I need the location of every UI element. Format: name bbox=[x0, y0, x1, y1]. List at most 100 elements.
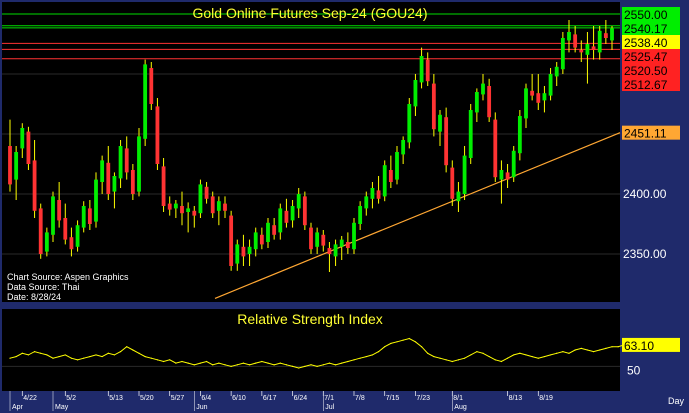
candle-body bbox=[302, 196, 307, 226]
rsi-point bbox=[599, 349, 601, 351]
rsi-point bbox=[132, 349, 134, 351]
candle-body bbox=[462, 155, 467, 194]
rsi-point bbox=[328, 362, 331, 364]
rsi-point bbox=[242, 362, 245, 364]
candle bbox=[309, 222, 313, 254]
level-badge-bg bbox=[622, 21, 680, 35]
rsi-point bbox=[58, 355, 60, 358]
candle-body bbox=[358, 206, 363, 224]
legend-chart-source: Chart Source: Aspen Graphics bbox=[7, 272, 129, 282]
rsi-point bbox=[341, 362, 343, 364]
trendline-badge-bg bbox=[622, 125, 680, 140]
date-tick-label: 7/23 bbox=[416, 395, 430, 402]
candle-body bbox=[573, 34, 578, 48]
rsi-point bbox=[33, 351, 36, 353]
price-tick-label: 2350.00 bbox=[623, 247, 667, 261]
candle bbox=[32, 140, 37, 218]
chart-title: Gold Online Futures Sep-24 (GOU24) bbox=[193, 5, 428, 21]
candle bbox=[75, 220, 80, 252]
rsi-point bbox=[580, 347, 582, 349]
level-badge-text: 2550.00 bbox=[624, 8, 668, 22]
price-axis: 2350.00 2400.00 bbox=[623, 187, 667, 261]
candle bbox=[401, 136, 406, 164]
candle-body bbox=[198, 184, 203, 214]
rsi-point bbox=[310, 364, 312, 366]
rsi-point bbox=[107, 352, 109, 354]
rsi-point bbox=[138, 352, 140, 354]
candle-body bbox=[444, 117, 449, 166]
candle-body bbox=[487, 86, 492, 118]
date-tick-label: 4/22 bbox=[23, 395, 37, 402]
candle bbox=[8, 119, 12, 192]
rsi-layer bbox=[2, 337, 625, 369]
candle bbox=[118, 140, 123, 188]
candle bbox=[358, 201, 363, 230]
rsi-point bbox=[193, 364, 195, 366]
candle-body bbox=[438, 114, 442, 132]
candle bbox=[542, 86, 547, 113]
rsi-point bbox=[175, 362, 177, 364]
candle bbox=[290, 200, 295, 228]
rsi-point bbox=[470, 354, 472, 356]
date-tick-label: 5/27 bbox=[171, 395, 185, 402]
level-badge: 2512.67 bbox=[622, 77, 680, 92]
rsi-point bbox=[304, 365, 306, 367]
candle-body bbox=[26, 131, 31, 164]
rsi-point bbox=[322, 364, 324, 366]
rsi-point bbox=[500, 360, 503, 363]
candle bbox=[63, 203, 68, 245]
price-badges: 2550.002540.172538.402525.472520.502512.… bbox=[622, 7, 680, 353]
rsi-current-badge-bg bbox=[622, 337, 680, 352]
date-tick-label: 6/17 bbox=[263, 395, 277, 402]
candle-body bbox=[407, 104, 412, 143]
candle-body bbox=[456, 191, 461, 202]
candle bbox=[511, 146, 516, 182]
candle-body bbox=[603, 33, 608, 38]
level-badge-bg bbox=[622, 77, 680, 91]
candle bbox=[376, 176, 381, 204]
candle bbox=[173, 200, 178, 218]
candle bbox=[278, 203, 283, 240]
level-badge-text: 2520.50 bbox=[624, 64, 668, 78]
candle bbox=[597, 26, 602, 60]
candle-body bbox=[585, 44, 590, 55]
rsi-point bbox=[89, 355, 91, 358]
rsi-point bbox=[506, 357, 509, 359]
candle bbox=[149, 62, 154, 110]
candle-body bbox=[161, 166, 166, 206]
rsi-current-badge: 63.10 bbox=[622, 337, 680, 353]
candle bbox=[216, 196, 221, 226]
candle-body bbox=[388, 170, 393, 182]
rsi-point bbox=[562, 351, 564, 353]
rsi-point bbox=[463, 357, 466, 359]
month-label: Aug bbox=[454, 404, 467, 411]
candle bbox=[560, 32, 565, 74]
candle bbox=[327, 242, 332, 272]
candle-body bbox=[38, 208, 43, 254]
candle bbox=[302, 191, 307, 230]
rsi-point bbox=[46, 354, 48, 356]
rsi-point bbox=[27, 354, 30, 356]
level-badge-bg bbox=[622, 7, 680, 21]
trendline bbox=[214, 132, 621, 299]
rsi-tick-label: 50 bbox=[627, 363, 641, 377]
candle bbox=[130, 164, 135, 200]
rsi-point bbox=[218, 362, 220, 364]
level-badge: 2520.50 bbox=[622, 63, 680, 78]
rsi-point bbox=[248, 364, 251, 366]
candle-body bbox=[69, 237, 74, 250]
candle bbox=[610, 26, 614, 50]
rsi-point bbox=[457, 359, 460, 361]
candle bbox=[266, 218, 270, 248]
month-label: Jul bbox=[325, 404, 334, 411]
level-badge-text: 2525.47 bbox=[624, 50, 668, 64]
rsi-point bbox=[181, 360, 183, 363]
candle bbox=[413, 74, 418, 116]
price-panel bbox=[2, 2, 620, 302]
rsi-point bbox=[199, 362, 202, 364]
date-tick-label: 8/19 bbox=[539, 395, 553, 402]
candle bbox=[603, 20, 608, 44]
candle-body bbox=[186, 208, 191, 212]
rsi-point bbox=[224, 364, 226, 366]
candle bbox=[124, 136, 129, 180]
